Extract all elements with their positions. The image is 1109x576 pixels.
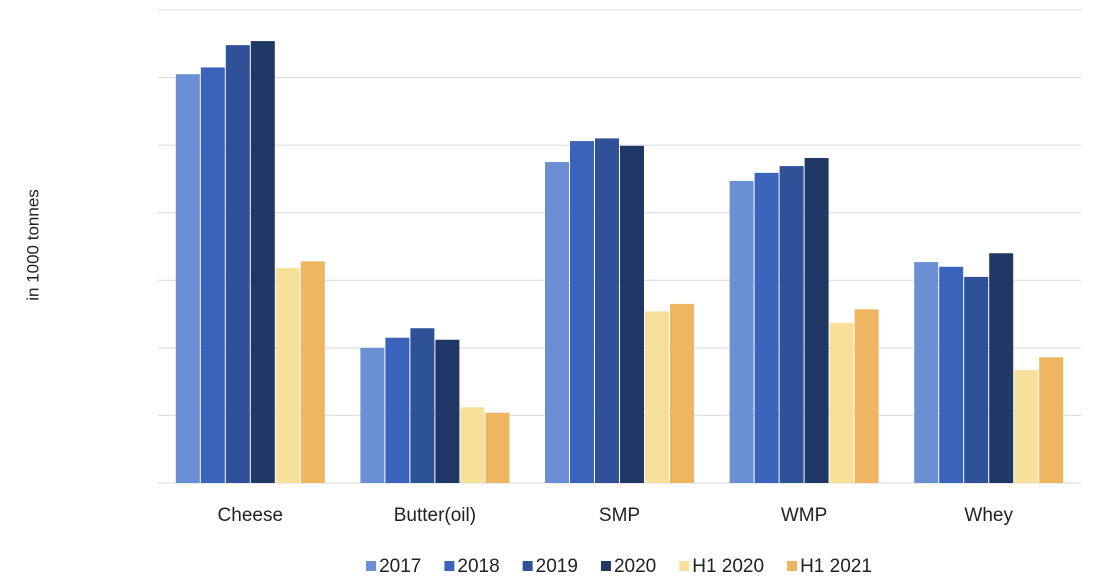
bar: [200, 67, 225, 483]
bar: [939, 266, 964, 483]
legend-label: 2020: [614, 556, 656, 576]
bar: [1014, 370, 1039, 483]
y-axis-label: in 1000 tonnes: [23, 189, 42, 301]
x-tick-label: WMP: [781, 505, 827, 526]
legend-label: H1 2021: [800, 556, 872, 576]
bar: [964, 276, 989, 483]
x-tick-label: SMP: [599, 505, 640, 526]
legend-label: 2018: [457, 556, 499, 576]
bar: [595, 138, 619, 483]
bar: [754, 172, 779, 483]
bar: [1039, 357, 1064, 483]
legend-swatch: [787, 561, 798, 571]
bar: [460, 407, 485, 483]
legend-swatch: [600, 561, 611, 571]
legend-swatch: [366, 561, 377, 571]
bar: [989, 253, 1014, 483]
bar: [914, 262, 939, 483]
bar: [385, 337, 410, 483]
bar: [225, 45, 250, 483]
bar: [435, 339, 460, 483]
x-tick-label: Whey: [964, 505, 1013, 526]
bar: [485, 412, 510, 483]
legend-swatch: [444, 561, 455, 571]
legend-label: H1 2020: [692, 556, 764, 576]
legend-swatch: [522, 561, 533, 571]
bar: [570, 141, 594, 484]
bar: [620, 145, 644, 483]
legend-label: 2019: [536, 556, 578, 576]
bar: [804, 157, 829, 483]
bar: [854, 309, 879, 483]
bar: [829, 322, 854, 483]
bar: [250, 41, 275, 483]
bar: [300, 261, 325, 483]
bar: [410, 328, 435, 483]
legend-swatch: [679, 561, 690, 571]
x-tick-label: Butter(oil): [394, 505, 476, 526]
bar: [729, 180, 754, 483]
legend-label: 2017: [379, 556, 421, 576]
bar: [645, 311, 669, 483]
bar: [545, 162, 569, 484]
x-tick-label: Cheese: [218, 505, 284, 526]
bar: [670, 303, 694, 483]
bar: [175, 74, 200, 483]
bar: [779, 166, 804, 483]
bar: [360, 347, 385, 483]
bar: [275, 268, 300, 483]
